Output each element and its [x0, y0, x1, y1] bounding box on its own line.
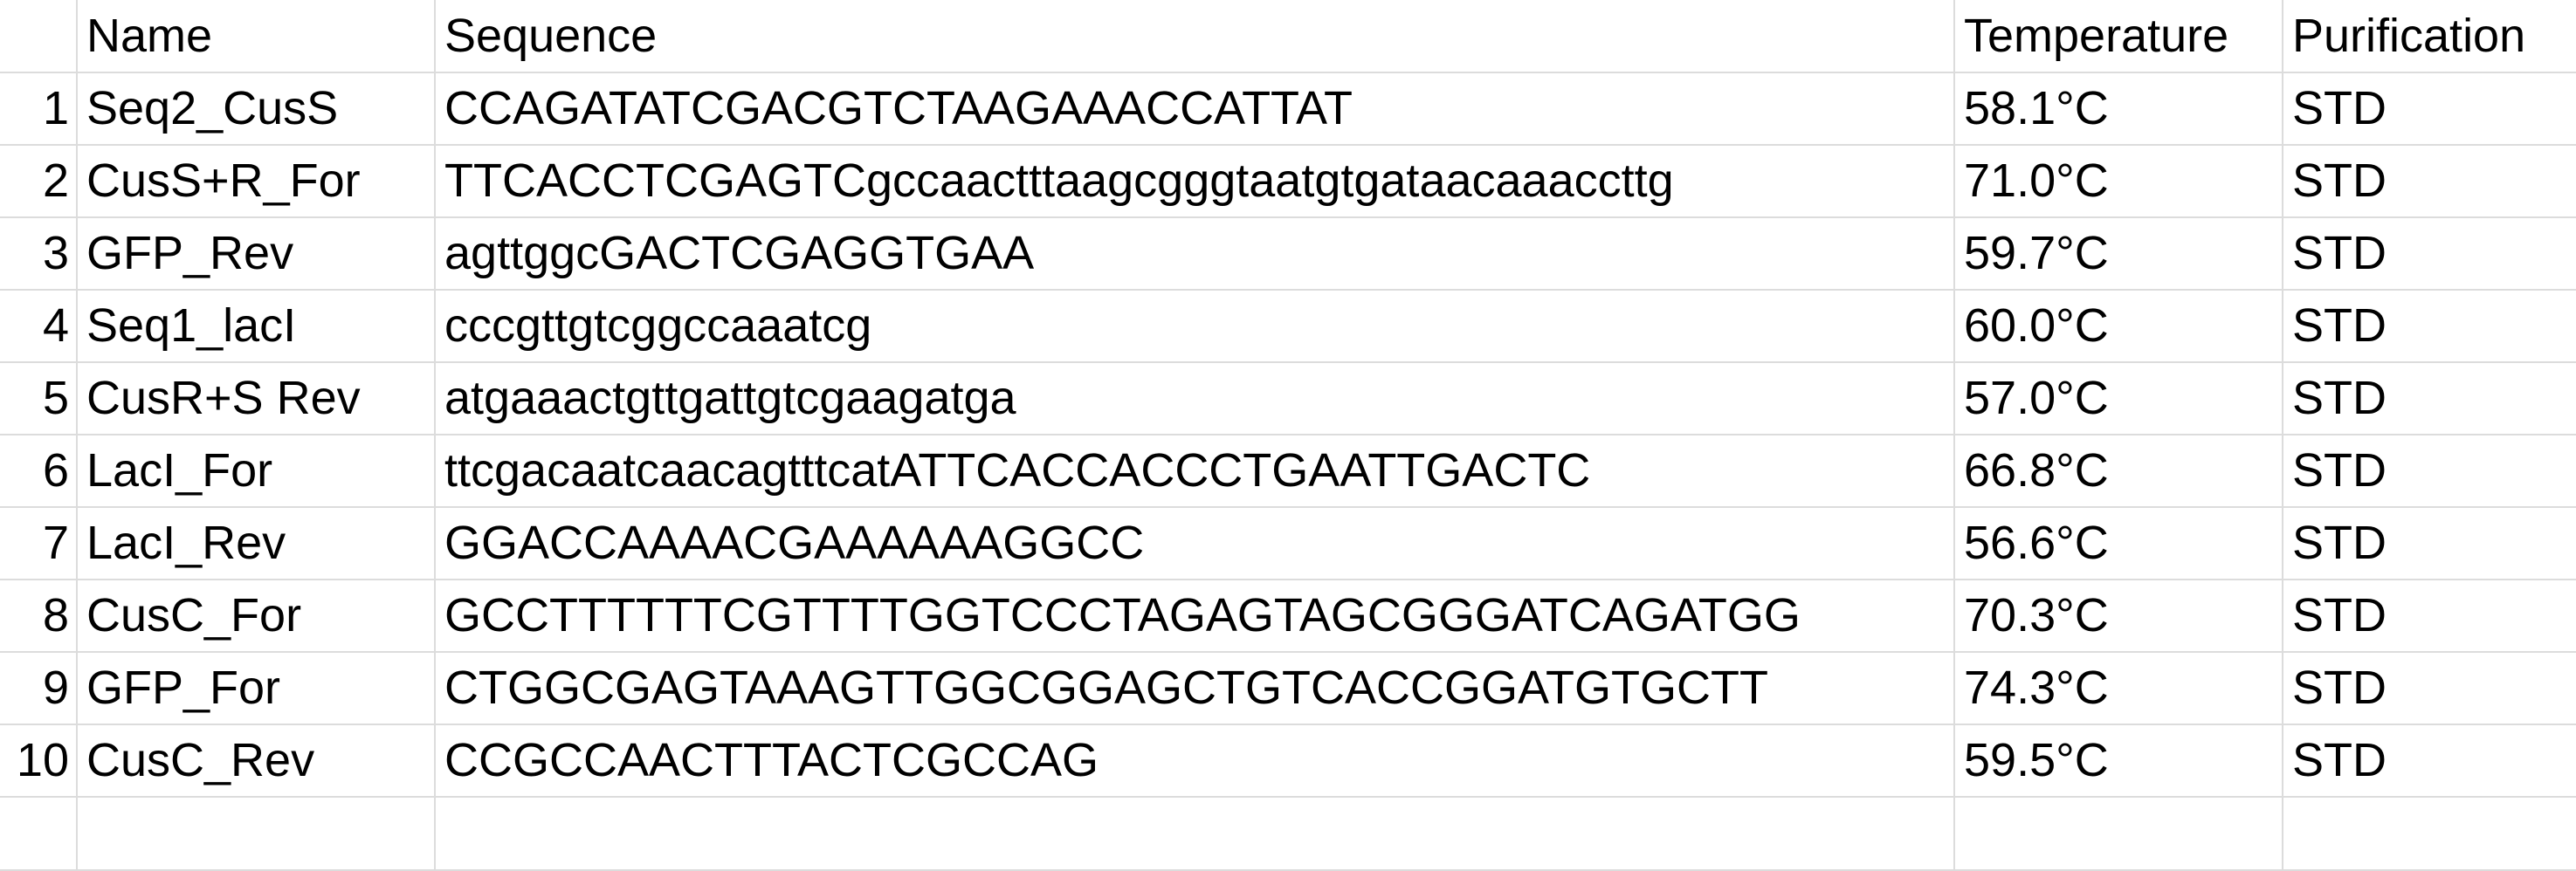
empty-cell[interactable]	[77, 797, 436, 871]
table-row: 9 GFP_For CTGGCGAGTAAAGTTGGCGGAGCTGTCACCGG…	[0, 652, 2576, 725]
table-row: 6 LacI_For ttcgacaatcaacagtttcatATTCACCACC…	[0, 435, 2576, 508]
row-number-cell[interactable]: 10	[0, 724, 78, 798]
row-number-header-cell[interactable]	[0, 0, 78, 73]
temperature-cell[interactable]: 57.0°C	[1954, 362, 2283, 436]
name-cell[interactable]: LacI_For	[77, 435, 436, 508]
temperature-column-header[interactable]: Temperature	[1954, 0, 2283, 73]
table-row: 4 Seq1_lacI cccgttgtcggccaaatcg 60.0°C STD	[0, 290, 2576, 363]
row-number-cell[interactable]: 7	[0, 507, 78, 580]
sequence-cell[interactable]: CTGGCGAGTAAAGTTGGCGGAGCTGTCACCGGATGTGCTT	[435, 652, 1955, 725]
row-number-cell[interactable]: 6	[0, 435, 78, 508]
sequence-cell[interactable]: cccgttgtcggccaaatcg	[435, 290, 1955, 363]
temperature-cell[interactable]: 60.0°C	[1954, 290, 2283, 363]
sequence-cell[interactable]: atgaaactgttgattgtcgaagatga	[435, 362, 1955, 436]
header-row: Name Sequence Temperature Purification	[0, 0, 2576, 73]
row-number-cell[interactable]: 4	[0, 290, 78, 363]
purification-cell[interactable]: STD	[2283, 580, 2576, 653]
table-row: 1 Seq2_CusS CCAGATATCGACGTCTAAGAAACCATTAT 5…	[0, 72, 2576, 146]
row-number-cell[interactable]: 8	[0, 580, 78, 653]
name-cell[interactable]: GFP_For	[77, 652, 436, 725]
name-cell[interactable]: CusC_Rev	[77, 724, 436, 798]
purification-cell[interactable]: STD	[2283, 362, 2576, 436]
sequence-cell[interactable]: CCAGATATCGACGTCTAAGAAACCATTAT	[435, 72, 1955, 146]
table-row: 2 CusS+R_For TTCACCTCGAGTCgccaactttaagcggg…	[0, 145, 2576, 218]
purification-cell[interactable]: STD	[2283, 652, 2576, 725]
row-number-cell[interactable]: 1	[0, 72, 78, 146]
sequence-cell[interactable]: agttggcGACTCGAGGTGAA	[435, 217, 1955, 291]
name-cell[interactable]: Seq2_CusS	[77, 72, 436, 146]
sequence-cell[interactable]: TTCACCTCGAGTCgccaactttaagcgggtaatgtgataa…	[435, 145, 1955, 218]
temperature-cell[interactable]: 70.3°C	[1954, 580, 2283, 653]
empty-cell[interactable]	[1954, 797, 2283, 871]
table-row: 8 CusC_For GCCTTTTTTCGTTTTGGTCCCTAGAGTAGCG…	[0, 580, 2576, 653]
sequence-column-header[interactable]: Sequence	[435, 0, 1955, 73]
table-row: 3 GFP_Rev agttggcGACTCGAGGTGAA 59.7°C STD	[0, 217, 2576, 291]
purification-column-header[interactable]: Purification	[2283, 0, 2576, 73]
temperature-cell[interactable]: 66.8°C	[1954, 435, 2283, 508]
row-number-cell[interactable]: 2	[0, 145, 78, 218]
table-row: 7 LacI_Rev GGACCAAAACGAAAAAAGGCC 56.6°C STD	[0, 507, 2576, 580]
row-number-cell[interactable]: 3	[0, 217, 78, 291]
empty-cell[interactable]	[435, 797, 1955, 871]
sequence-cell[interactable]: ttcgacaatcaacagtttcatATTCACCACCCTGAATTGA…	[435, 435, 1955, 508]
temperature-cell[interactable]: 71.0°C	[1954, 145, 2283, 218]
name-cell[interactable]: CusC_For	[77, 580, 436, 653]
table-row: 10 CusC_Rev CCGCCAACTTTACTCGCCAG 59.5°C STD	[0, 724, 2576, 798]
name-cell[interactable]: CusR+S Rev	[77, 362, 436, 436]
purification-cell[interactable]: STD	[2283, 290, 2576, 363]
purification-cell[interactable]: STD	[2283, 72, 2576, 146]
empty-cell[interactable]	[2283, 797, 2576, 871]
temperature-cell[interactable]: 58.1°C	[1954, 72, 2283, 146]
name-cell[interactable]: LacI_Rev	[77, 507, 436, 580]
purification-cell[interactable]: STD	[2283, 435, 2576, 508]
sequence-cell[interactable]: GCCTTTTTTCGTTTTGGTCCCTAGAGTAGCGGGATCAGAT…	[435, 580, 1955, 653]
sequence-cell[interactable]: CCGCCAACTTTACTCGCCAG	[435, 724, 1955, 798]
temperature-cell[interactable]: 59.5°C	[1954, 724, 2283, 798]
table-row: 5 CusR+S Rev atgaaactgttgattgtcgaagatga 57.…	[0, 362, 2576, 436]
row-number-cell[interactable]: 9	[0, 652, 78, 725]
name-cell[interactable]: GFP_Rev	[77, 217, 436, 291]
purification-cell[interactable]: STD	[2283, 724, 2576, 798]
empty-row	[0, 797, 2576, 871]
empty-cell[interactable]	[0, 797, 78, 871]
temperature-cell[interactable]: 74.3°C	[1954, 652, 2283, 725]
purification-cell[interactable]: STD	[2283, 217, 2576, 291]
temperature-cell[interactable]: 59.7°C	[1954, 217, 2283, 291]
row-number-cell[interactable]: 5	[0, 362, 78, 436]
temperature-cell[interactable]: 56.6°C	[1954, 507, 2283, 580]
purification-cell[interactable]: STD	[2283, 507, 2576, 580]
name-cell[interactable]: Seq1_lacI	[77, 290, 436, 363]
name-column-header[interactable]: Name	[77, 0, 436, 73]
sequence-cell[interactable]: GGACCAAAACGAAAAAAGGCC	[435, 507, 1955, 580]
purification-cell[interactable]: STD	[2283, 145, 2576, 218]
name-cell[interactable]: CusS+R_For	[77, 145, 436, 218]
